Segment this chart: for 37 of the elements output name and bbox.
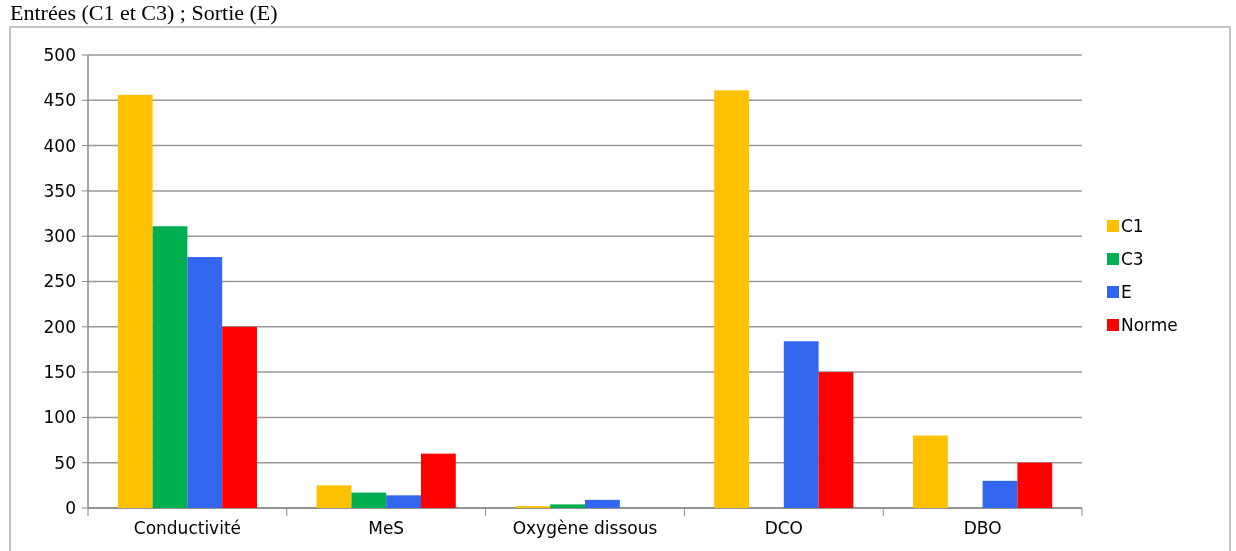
x-tick-label: MeS <box>368 518 405 538</box>
bar <box>420 453 456 508</box>
bar <box>714 90 750 508</box>
bar <box>152 226 188 508</box>
y-tick-label: 350 <box>43 180 76 201</box>
y-tick-label: 200 <box>43 316 76 337</box>
bar <box>783 341 819 508</box>
bar <box>351 492 387 508</box>
bar <box>1017 462 1053 508</box>
y-tick-label: 0 <box>65 497 76 518</box>
bar <box>222 326 257 508</box>
y-tick-label: 100 <box>43 407 76 428</box>
bar <box>316 485 352 508</box>
x-tick-label: DCO <box>764 518 803 538</box>
chart-title: Entrées (C1 et C3) ; Sortie (E) <box>10 0 278 25</box>
y-tick-label: 500 <box>43 44 76 65</box>
y-tick-label: 450 <box>43 90 76 111</box>
x-tick-label: Conductivité <box>133 518 242 538</box>
legend-label: C3 <box>1121 248 1144 269</box>
bar <box>982 480 1018 508</box>
x-tick-label: DBO <box>963 518 1002 538</box>
x-tick-label: Oxygène dissous <box>512 518 658 538</box>
legend-label: C1 <box>1121 215 1144 236</box>
y-tick-label: 400 <box>43 135 76 156</box>
bar <box>117 94 153 508</box>
legend-label: E <box>1121 281 1132 302</box>
y-tick-label: 150 <box>43 362 76 383</box>
bar <box>818 372 854 508</box>
bar <box>386 495 421 508</box>
y-tick-label: 250 <box>43 271 76 292</box>
legend-label: Norme <box>1121 314 1178 335</box>
bar <box>913 435 948 508</box>
y-tick-label: 50 <box>54 452 76 473</box>
bar <box>585 499 620 508</box>
bar <box>187 257 223 508</box>
y-tick-label: 300 <box>43 226 76 247</box>
bar <box>550 504 585 508</box>
